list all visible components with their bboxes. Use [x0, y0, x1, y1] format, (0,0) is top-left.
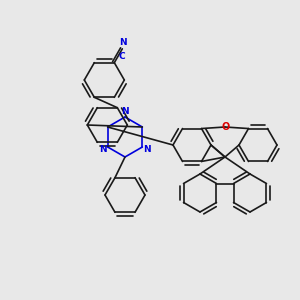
Text: N: N — [119, 38, 127, 47]
Text: O: O — [222, 122, 230, 132]
Text: N: N — [100, 145, 107, 154]
Text: N: N — [143, 145, 151, 154]
Text: C: C — [118, 52, 125, 61]
Text: N: N — [121, 107, 129, 116]
